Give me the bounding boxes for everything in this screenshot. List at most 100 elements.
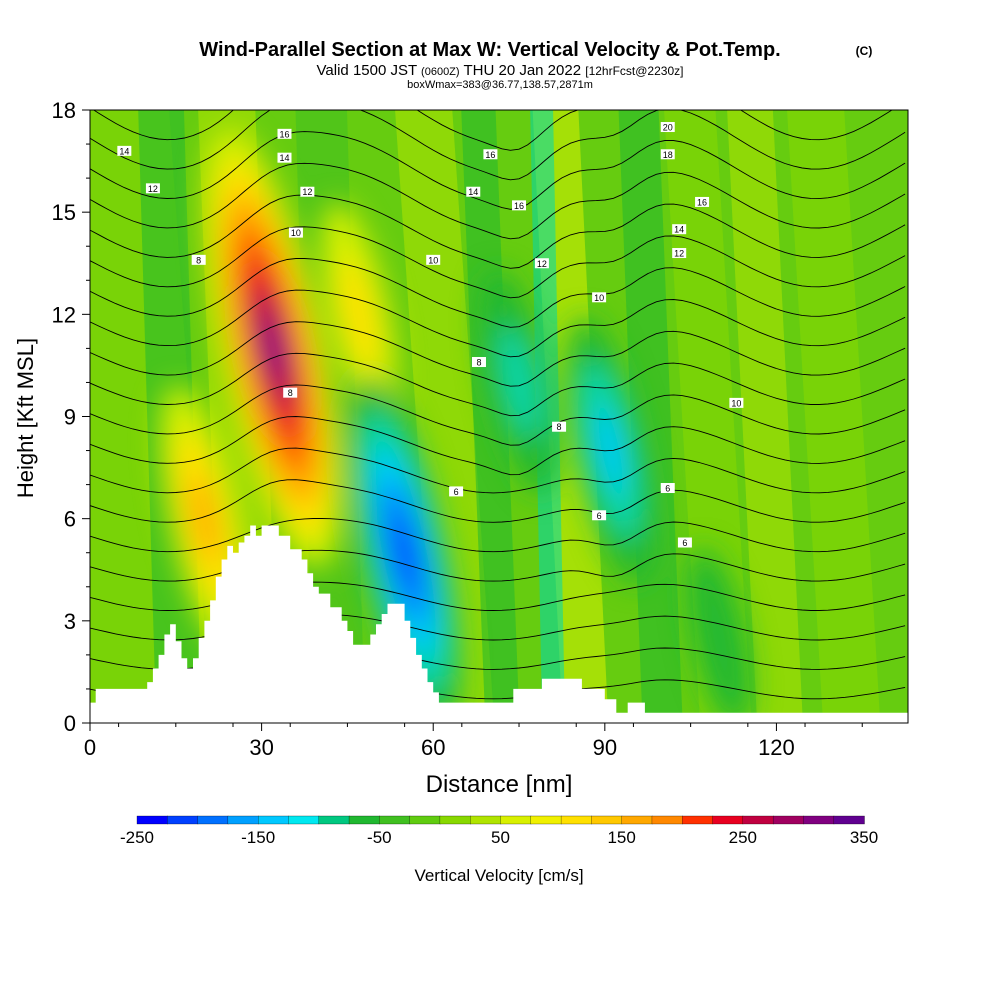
contour-label-box <box>660 149 675 160</box>
contour-label-box <box>466 186 481 197</box>
contour-label-box <box>191 254 206 265</box>
colorbar-swatch <box>591 815 623 825</box>
contour-label-box <box>552 421 567 432</box>
colorbar-swatch <box>530 815 562 825</box>
contour-label: 10 <box>428 255 438 265</box>
contour-line <box>90 194 906 269</box>
contour-line <box>90 384 906 446</box>
colorbar-tick-label: -250 <box>120 828 154 847</box>
plot-area: 14 12 8 16 14 12 10 8 16 14 16 10 12 8 8 6 10 6 20 18 16 14 12… <box>90 110 908 723</box>
colorbar-swatch <box>227 815 259 825</box>
contour-label-box <box>300 186 315 197</box>
contour-label-box <box>483 149 498 160</box>
contour-label: 14 <box>119 146 129 156</box>
contour-label-box <box>729 397 744 408</box>
y-tick-label: 6 <box>64 507 76 532</box>
x-axis: 0 30 60 90 120 <box>84 723 863 760</box>
contour-line <box>90 416 906 476</box>
colorbar-tick-label: -150 <box>241 828 275 847</box>
contour-label-box <box>677 537 692 548</box>
velocity-band <box>395 110 495 723</box>
boxwmax-info: boxWmax=383@36.77,138.57,2871m <box>407 79 593 91</box>
contour-label-box <box>471 357 486 368</box>
contour-label-box <box>277 152 292 163</box>
contour-label: 16 <box>514 201 524 211</box>
colorbar-swatch <box>682 815 714 825</box>
colorbar-swatch <box>470 815 502 825</box>
velocity-cell <box>263 317 283 380</box>
colorbar-swatch <box>136 815 168 825</box>
colorbar-swatch <box>197 815 229 825</box>
x-tick-label: 120 <box>758 735 795 760</box>
contour-label: 8 <box>557 422 562 432</box>
contour-label: 10 <box>291 228 301 238</box>
colorbar-swatch <box>500 815 532 825</box>
contour-label: 6 <box>597 511 602 521</box>
velocity-band <box>461 110 520 723</box>
contour-label: 6 <box>665 484 670 494</box>
velocity-cell <box>339 258 378 371</box>
contour-label: 12 <box>148 184 158 194</box>
contour-line <box>90 321 906 387</box>
velocity-band <box>787 110 881 723</box>
contour-label: 6 <box>682 538 687 548</box>
terrain-profile <box>90 525 908 723</box>
velocity-band <box>727 110 803 723</box>
contour-label: 6 <box>454 487 459 497</box>
forecast-info: [12hrFcst@2230z] <box>585 64 683 78</box>
y-tick-label: 12 <box>52 302 76 327</box>
contour-label: 20 <box>663 123 673 133</box>
contour-label: 16 <box>697 197 707 207</box>
contour-label-box <box>592 510 607 521</box>
contour-label-box <box>449 486 464 497</box>
velocity-cell <box>393 517 416 588</box>
contour-line <box>90 226 906 299</box>
contour-line <box>90 258 906 328</box>
y-axis: 0 3 6 9 12 15 18 <box>52 98 90 736</box>
colorbar-swatch <box>348 815 380 825</box>
contour-labels: 14 12 8 16 14 12 10 8 16 14 16 10 12 8 8 6 10 6 20 18 16 14 12… <box>117 122 744 548</box>
contour-label: 16 <box>279 129 289 139</box>
y-tick-label: 0 <box>64 711 76 736</box>
colorbar-tick-labels: -250 -150 -50 50 150 250 350 <box>120 828 878 847</box>
colorbar-tick-label: -50 <box>367 828 392 847</box>
colorbar <box>136 815 865 825</box>
colorbar-swatch <box>318 815 350 825</box>
contour-line <box>90 131 906 210</box>
colorbar-swatch <box>742 815 774 825</box>
valid-time-line: Valid 1500 JST (0600Z) THU 20 Jan 2022 [… <box>317 62 684 79</box>
colorbar-swatch <box>258 815 290 825</box>
contour-label-box <box>145 183 160 194</box>
x-tick-label: 0 <box>84 735 96 760</box>
y-tick-label: 15 <box>52 200 76 225</box>
contour-label-box <box>672 248 687 259</box>
colorbar-swatch <box>651 815 683 825</box>
contour-label: 12 <box>674 249 684 259</box>
contour-label-box <box>672 224 687 235</box>
copyright-mark: (C) <box>856 44 873 58</box>
valid-date: THU 20 Jan 2022 <box>463 62 581 79</box>
contour-label-box <box>283 387 298 398</box>
contour-label: 14 <box>468 187 478 197</box>
contour-line <box>90 447 906 494</box>
contour-label: 12 <box>537 259 547 269</box>
y-tick-label: 3 <box>64 609 76 634</box>
colorbar-swatch <box>712 815 744 825</box>
velocity-band <box>618 110 683 723</box>
colorbar-tick-label: 350 <box>850 828 878 847</box>
colorbar-swatch <box>439 815 471 825</box>
velocity-band <box>664 110 752 723</box>
colorbar-swatch <box>409 815 441 825</box>
y-tick-label: 18 <box>52 98 76 123</box>
y-tick-label: 9 <box>64 405 76 430</box>
contour-label: 10 <box>594 293 604 303</box>
contour-line <box>92 110 893 151</box>
y-axis-label: Height [Kft MSL] <box>13 338 38 498</box>
colorbar-swatch <box>379 815 411 825</box>
contour-line <box>90 162 906 240</box>
x-tick-label: 60 <box>421 735 445 760</box>
potential-temperature-contours <box>90 110 906 700</box>
contour-label-box <box>426 254 441 265</box>
colorbar-swatch <box>560 815 593 825</box>
valid-utc: (0600Z) <box>421 66 460 78</box>
